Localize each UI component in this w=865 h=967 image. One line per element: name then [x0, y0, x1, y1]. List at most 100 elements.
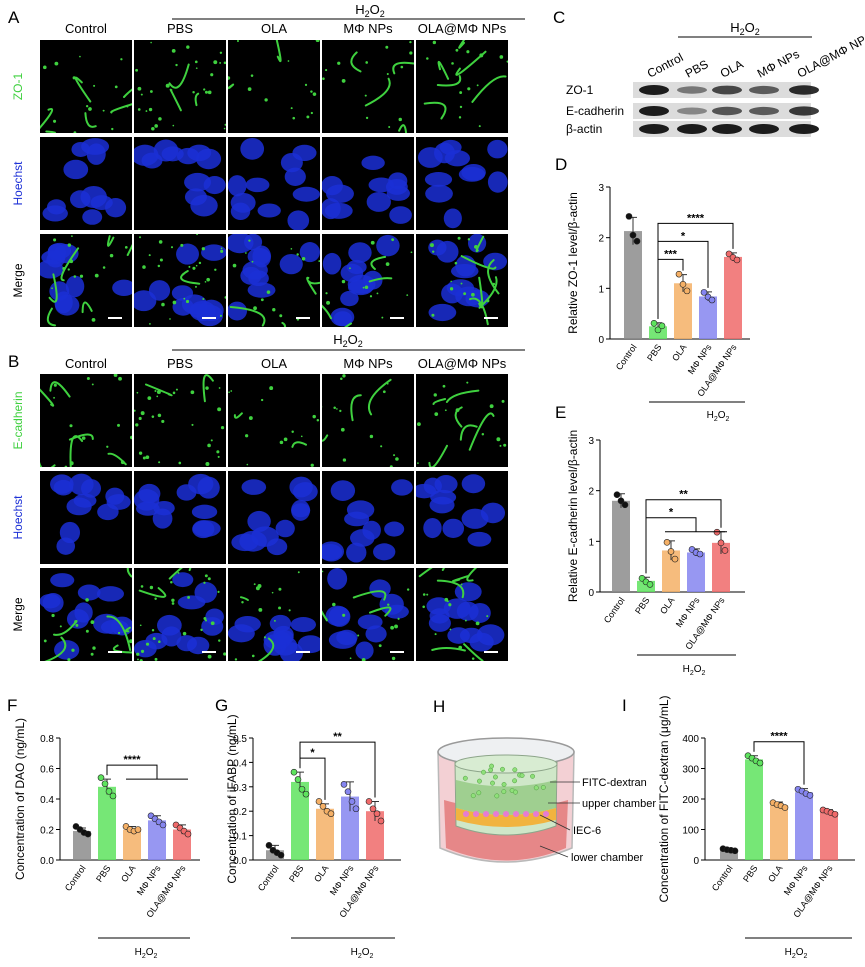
row-label-merge: Merge — [11, 263, 25, 297]
sig-bracket — [657, 258, 684, 319]
x-tick-label-pbs: PBS — [94, 863, 113, 883]
bar-mphi-nps — [699, 296, 717, 339]
data-point-ola-mphi-nps — [373, 810, 381, 817]
bar-ola — [316, 808, 334, 860]
col-label-pbs: PBS — [167, 356, 193, 371]
panel-b-letter: B — [8, 352, 19, 371]
bar-pbs — [637, 580, 655, 592]
data-point-ola — [663, 539, 671, 546]
chart-d: D 0 1 2 3 Relative ZO-1 level/β-actin Control P… — [555, 155, 750, 423]
micrograph-merge-ola-mphi-nps — [416, 234, 508, 327]
sig-bracket — [645, 517, 697, 574]
bar-ola — [770, 805, 788, 860]
bar-control — [73, 831, 91, 860]
data-point-control — [84, 830, 92, 838]
y-tick-label: 3 — [598, 183, 604, 194]
micrograph-e-cadherin-ola — [228, 374, 320, 467]
data-point-pbs — [109, 792, 117, 800]
x-tick-label-ola: OLA — [670, 342, 689, 362]
sig-label: **** — [123, 754, 141, 766]
micrograph-e-cadherin-pbs — [134, 374, 226, 467]
data-point-control — [625, 213, 633, 220]
y-axis-label: Relative ZO-1 level/β-actin — [566, 192, 580, 334]
micrograph-merge-mphi-nps — [322, 234, 414, 327]
blot-strip-e-cadherin — [633, 103, 819, 119]
col-label-ola: OLA — [261, 21, 287, 36]
chart-e: E 0 1 2 3 Relative E-cadherin level/β-actin Co… — [555, 403, 745, 677]
data-point-ola — [679, 280, 687, 288]
bar-ola-mphi-nps — [712, 542, 730, 592]
micrograph-merge-ola — [228, 234, 320, 327]
col-label-control: Control — [65, 21, 107, 36]
error-bar-mphi-nps — [346, 781, 354, 812]
insert-rim — [454, 754, 558, 774]
col-label-ola: OLA — [261, 356, 287, 371]
bar-ola — [674, 283, 692, 339]
bar-pbs — [98, 786, 116, 860]
x-tick-label-ola: OLA — [658, 595, 677, 615]
x-tick-label-control: Control — [256, 863, 281, 893]
bar-pbs — [745, 759, 763, 860]
lane-label-ola: OLA — [718, 57, 746, 81]
band-label-zo-1: ZO-1 — [566, 83, 594, 97]
data-point-pbs — [105, 788, 113, 795]
micrograph-hoechst-pbs — [134, 471, 226, 564]
y-axis-label: Relative E-cadherin level/β-actin — [566, 430, 580, 602]
panel-d-letter: D — [555, 155, 567, 174]
panel-b: B H2O2 Control PBS OLA MΦ NPs OLA@MΦ NPs E-c… — [8, 332, 525, 661]
panel-f-letter: F — [7, 696, 17, 715]
y-tick-label: 400 — [682, 734, 699, 745]
sig-bracket — [299, 757, 326, 800]
y-tick-label: 0.0 — [40, 856, 54, 867]
micrograph-merge-ola-mphi-nps — [416, 568, 508, 661]
y-tick-label: 0.2 — [233, 807, 247, 818]
data-point-ola — [134, 826, 142, 833]
sig-label: **** — [770, 731, 788, 743]
y-axis-label: Concentration of DAO (ng/mL) — [13, 718, 27, 880]
transwell-diagram — [437, 737, 575, 863]
data-point-control — [621, 501, 629, 509]
y-tick-label: 2 — [598, 234, 604, 245]
data-point-ola — [781, 804, 789, 811]
x-tick-label-ola: OLA — [119, 863, 138, 883]
panel-a: A H2O2 Control PBS OLA MΦ NPs OLA@MΦ NPs ZO-… — [8, 2, 525, 327]
y-tick-label: 100 — [682, 826, 699, 837]
bar-ola — [123, 829, 141, 860]
micrograph-zo-1-pbs — [134, 40, 226, 133]
row-label-hoechst: Hoechst — [11, 161, 25, 206]
group-label: H2O2 — [351, 947, 374, 960]
x-tick-label-control: Control — [602, 595, 627, 625]
panel-a-letter: A — [8, 8, 20, 27]
y-tick-label: 0.5 — [233, 734, 247, 745]
sig-label: **** — [687, 212, 705, 224]
x-tick-label-ola: OLA — [312, 863, 331, 883]
data-point-pbs — [650, 319, 658, 327]
panel-h-letter: H — [433, 697, 445, 716]
bar-mphi-nps — [148, 820, 166, 860]
data-point-pbs — [97, 774, 105, 781]
band-label-actin: β-actin — [566, 122, 602, 136]
x-tick-label-pbs: PBS — [633, 595, 652, 615]
col-label-ola-mphi-nps: OLA@MΦ NPs — [418, 356, 507, 371]
lane-label-mphi-nps: MΦ NPs — [755, 47, 802, 81]
micrograph-zo-1-ola — [228, 40, 320, 133]
y-tick-label: 0.2 — [40, 826, 54, 837]
micrograph-merge-control — [40, 234, 132, 327]
micrograph-e-cadherin-control — [40, 374, 132, 467]
data-point-pbs — [654, 326, 662, 334]
y-axis-label: Concentration of FITC-dextran (μg/mL) — [657, 696, 671, 903]
y-tick-label: 0.6 — [40, 765, 54, 776]
micrograph-hoechst-mphi-nps — [322, 137, 414, 230]
panel-c-letter: C — [553, 8, 565, 27]
y-tick-label: 0.4 — [233, 758, 247, 769]
data-point-pbs — [756, 759, 764, 767]
sig-label: * — [310, 747, 315, 759]
sig-label: * — [669, 507, 674, 519]
data-point-mphi-nps — [708, 296, 716, 304]
data-point-control — [629, 231, 637, 239]
row-label-hoechst: Hoechst — [11, 495, 25, 540]
sig-bracket — [299, 741, 376, 798]
y-tick-label: 0.0 — [233, 856, 247, 867]
data-point-mphi-nps — [352, 805, 360, 813]
